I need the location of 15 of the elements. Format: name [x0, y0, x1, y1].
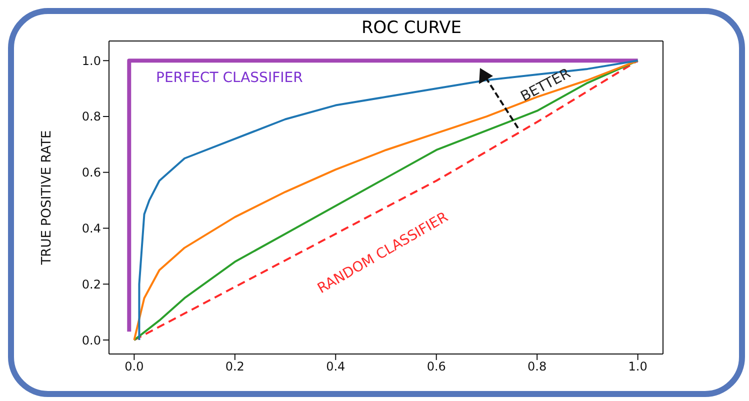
y-tick-label: 0.4 [82, 222, 101, 236]
x-tick-label: 0.2 [225, 360, 244, 374]
y-tick-label: 0.0 [82, 333, 101, 348]
y-tick-label: 0.8 [82, 110, 101, 124]
chart-title: ROC CURVE [360, 18, 463, 38]
x-tick-label: 0.6 [426, 360, 446, 374]
y-tick-label: 0.2 [82, 277, 101, 292]
y-axis-title: TRUE POSITIVE RATE [40, 130, 55, 266]
x-tick-label: 0.0 [124, 360, 144, 374]
x-tick-label: 0.4 [326, 360, 346, 374]
y-tick-label: 0.6 [82, 166, 101, 180]
x-tick-label: 0.8 [528, 360, 547, 374]
x-tick-label: 1.0 [628, 360, 648, 374]
annotation: PERFECT CLASSIFIER [156, 70, 303, 86]
y-tick-label: 1.0 [82, 54, 101, 68]
